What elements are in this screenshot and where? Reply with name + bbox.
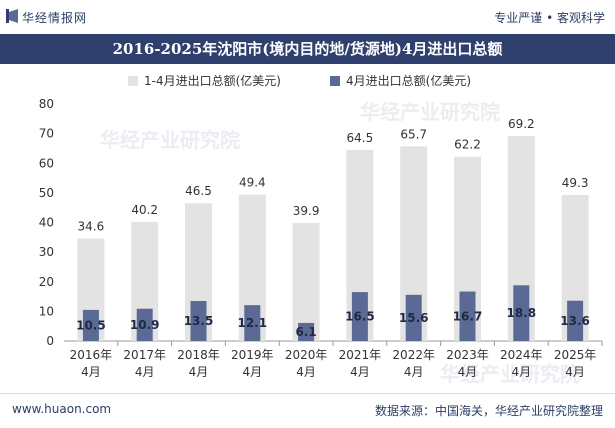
bar-chart: 0 10 20 30 40 50 60 70 80 34.6 10.5 2016年 4月 40.2 10.9… (39, 97, 603, 379)
bar-april (405, 294, 422, 341)
footer: www.huaon.com 数据来源：中国海关，华经产业研究院整理 (0, 393, 615, 428)
data-label-total: 69.2 (508, 117, 535, 131)
bar-april (567, 300, 584, 341)
y-tick-label: 40 (39, 216, 54, 230)
data-label-april: 10.9 (130, 318, 160, 332)
x-tick-label-year: 2018年 (177, 348, 220, 362)
x-tick-label-year: 2016年 (70, 348, 113, 362)
x-tick-label-month: 4月 (565, 365, 585, 379)
brand-name: 华经情报网 (22, 11, 88, 25)
x-tick-label-year: 2022年 (392, 348, 435, 362)
bar-april (190, 301, 207, 341)
bar-april (298, 322, 315, 341)
data-label-total: 40.2 (131, 203, 158, 217)
x-tick-label-month: 4月 (296, 365, 316, 379)
y-tick-label: 30 (39, 245, 54, 259)
legend-label-total: 1-4月进出口总额(亿美元) (144, 74, 281, 88)
x-tick-label-month: 4月 (404, 365, 424, 379)
data-label-april: 13.6 (560, 314, 590, 328)
data-label-april: 13.5 (184, 314, 214, 328)
y-tick-label: 20 (39, 275, 54, 289)
legend-item-total: 1-4月进出口总额(亿美元) (128, 72, 281, 89)
x-tick-label-month: 4月 (135, 365, 155, 379)
legend-label-april: 4月进出口总额(亿美元) (346, 74, 471, 88)
x-tick-label-month: 4月 (189, 365, 209, 379)
bar-april (244, 305, 261, 341)
data-label-total: 64.5 (347, 131, 374, 145)
x-tick-label-year: 2021年 (339, 348, 382, 362)
legend-swatch-april (330, 75, 340, 86)
data-label-april: 12.1 (237, 316, 267, 330)
data-label-total: 46.5 (185, 184, 212, 198)
bar-april (513, 285, 530, 341)
x-tick-label-month: 4月 (511, 365, 531, 379)
x-tick-label-year: 2023年 (446, 348, 489, 362)
x-tick-label-month: 4月 (458, 365, 478, 379)
data-label-total: 65.7 (400, 127, 427, 141)
x-tick-label-month: 4月 (350, 365, 370, 379)
bar-april (351, 292, 368, 341)
data-label-total: 49.3 (562, 176, 589, 190)
data-label-april: 16.7 (453, 309, 483, 323)
legend-swatch-total (128, 75, 138, 86)
footer-website: www.huaon.com (12, 402, 112, 416)
data-label-april: 16.5 (345, 310, 375, 324)
bar-april (136, 308, 153, 341)
chart-legend: 1-4月进出口总额(亿美元) 4月进出口总额(亿美元) (0, 70, 615, 90)
bar-april (82, 309, 99, 341)
brand-logo-icon (6, 9, 18, 23)
y-tick-label: 80 (39, 97, 54, 111)
top-bar: 华经情报网 专业严谨 • 客观科学 (0, 0, 615, 34)
bar-total (292, 222, 320, 341)
x-tick-label-month: 4月 (81, 365, 101, 379)
x-tick-label-year: 2025年 (554, 348, 597, 362)
data-label-total: 34.6 (78, 219, 105, 233)
data-label-total: 49.4 (239, 176, 266, 190)
data-label-total: 62.2 (454, 138, 481, 152)
bar-april (459, 291, 476, 341)
chart-title: 2016-2025年沈阳市(境内目的地/货源地)4月进出口总额 (0, 34, 615, 64)
x-tick-label-year: 2019年 (231, 348, 274, 362)
slogan: 专业严谨 • 客观科学 (494, 11, 605, 25)
y-tick-label: 70 (39, 127, 54, 141)
x-tick-label-year: 2017年 (123, 348, 166, 362)
y-tick-label: 10 (39, 304, 54, 318)
x-tick-label-year: 2020年 (285, 348, 328, 362)
y-tick-label: 50 (39, 186, 54, 200)
data-label-april: 6.1 (295, 325, 316, 339)
y-tick-label: 60 (39, 156, 54, 170)
x-tick-label-month: 4月 (242, 365, 262, 379)
x-tick-label-year: 2024年 (500, 348, 543, 362)
data-label-april: 10.5 (76, 318, 106, 332)
footer-source: 数据来源：中国海关，华经产业研究院整理 (374, 404, 603, 418)
data-label-april: 18.8 (506, 306, 536, 320)
data-label-total: 39.9 (293, 204, 320, 218)
y-tick-label: 0 (46, 334, 54, 348)
legend-item-april: 4月进出口总额(亿美元) (330, 72, 471, 89)
data-label-april: 15.6 (399, 311, 429, 325)
